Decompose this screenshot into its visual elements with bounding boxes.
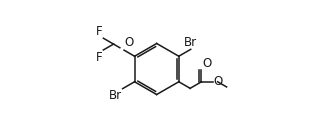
Text: O: O xyxy=(214,75,223,88)
Text: Br: Br xyxy=(184,36,197,49)
Text: F: F xyxy=(96,51,103,64)
Text: O: O xyxy=(202,57,212,70)
Text: F: F xyxy=(96,25,103,38)
Text: Br: Br xyxy=(109,89,122,102)
Text: O: O xyxy=(125,36,134,49)
